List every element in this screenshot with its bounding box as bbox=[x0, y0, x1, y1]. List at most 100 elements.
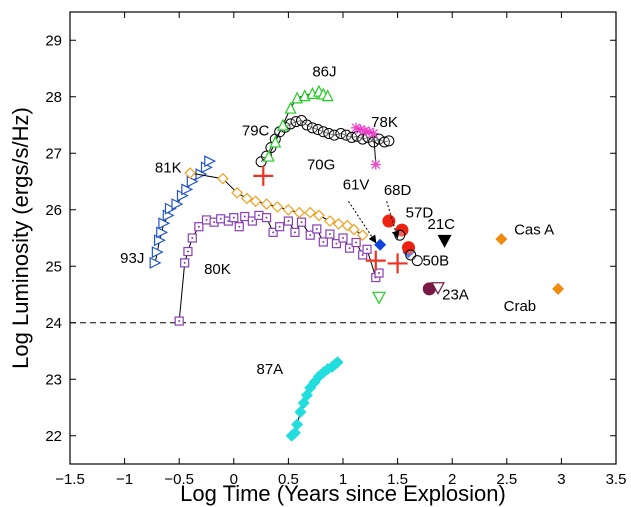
y-tick-label: 26 bbox=[45, 202, 62, 219]
y-tick-label: 22 bbox=[45, 428, 62, 445]
data-point bbox=[293, 206, 306, 219]
data-point bbox=[430, 282, 446, 295]
series-23a-limit bbox=[430, 282, 446, 295]
data-point bbox=[372, 291, 387, 305]
data-point bbox=[359, 125, 370, 136]
series-70g bbox=[253, 165, 408, 274]
data-point bbox=[374, 268, 384, 278]
y-tick-label: 25 bbox=[45, 258, 62, 275]
data-point bbox=[183, 246, 193, 257]
x-tick-label: 0.5 bbox=[278, 471, 299, 488]
data-point bbox=[164, 202, 177, 215]
series-crab bbox=[552, 282, 565, 295]
data-point bbox=[331, 239, 342, 249]
y-axis-title: Log Luminosity (ergs/s/Hz) bbox=[8, 107, 33, 369]
data-point bbox=[288, 426, 301, 439]
series-87a bbox=[285, 356, 344, 442]
data-point bbox=[344, 243, 355, 253]
data-point bbox=[269, 135, 282, 148]
data-point bbox=[495, 233, 508, 246]
data-point bbox=[328, 129, 340, 141]
data-point bbox=[171, 198, 184, 211]
annotation-label: 57D bbox=[406, 205, 434, 222]
data-point bbox=[331, 356, 344, 369]
x-tick-label: 3 bbox=[557, 471, 565, 488]
data-point bbox=[370, 159, 381, 170]
data-point bbox=[216, 214, 226, 224]
data-point bbox=[394, 229, 406, 241]
annotation-label: 78K bbox=[371, 114, 398, 131]
data-point bbox=[351, 122, 362, 133]
data-point bbox=[356, 229, 369, 242]
data-point bbox=[422, 282, 436, 296]
data-point bbox=[362, 244, 372, 254]
y-tick-label: 27 bbox=[45, 145, 62, 162]
series-green-limit bbox=[372, 291, 387, 305]
data-point bbox=[340, 129, 352, 141]
data-point bbox=[240, 211, 250, 222]
x-tick-label: 3.5 bbox=[606, 471, 627, 488]
data-point bbox=[351, 130, 363, 142]
x-tick-label: −1.5 bbox=[55, 471, 85, 488]
data-point bbox=[411, 255, 423, 267]
annotation-label: 21C bbox=[428, 216, 456, 233]
data-point bbox=[151, 246, 164, 259]
data-point bbox=[262, 149, 275, 162]
data-point bbox=[260, 198, 273, 210]
series-81k bbox=[184, 167, 369, 242]
y-tick-label: 24 bbox=[45, 315, 62, 332]
data-point bbox=[249, 195, 262, 208]
data-point bbox=[156, 226, 169, 239]
data-point bbox=[184, 167, 196, 179]
data-point bbox=[247, 216, 257, 226]
annotation-label: 81K bbox=[155, 159, 182, 176]
data-point bbox=[285, 118, 297, 130]
data-point bbox=[312, 224, 322, 234]
data-point bbox=[194, 222, 204, 232]
data-point bbox=[318, 237, 328, 247]
data-point bbox=[552, 282, 565, 295]
data-point bbox=[437, 234, 452, 248]
series-79c bbox=[255, 114, 395, 168]
data-point bbox=[301, 119, 313, 131]
data-point bbox=[284, 101, 297, 114]
data-point bbox=[204, 155, 217, 168]
plot-frame bbox=[69, 11, 617, 465]
annotation-arrow bbox=[348, 200, 377, 244]
data-point bbox=[290, 227, 300, 237]
data-point bbox=[283, 216, 293, 226]
x-tick-label: 2.5 bbox=[496, 471, 517, 488]
data-point bbox=[186, 175, 199, 188]
data-point bbox=[296, 217, 307, 227]
data-point bbox=[180, 258, 190, 268]
data-point bbox=[275, 222, 285, 232]
data-point bbox=[321, 89, 334, 102]
data-point bbox=[351, 237, 361, 248]
x-axis-title: Log Time (Years since Explosion) bbox=[180, 481, 506, 506]
y-tick-label: 29 bbox=[45, 32, 62, 49]
data-point bbox=[304, 206, 317, 219]
x-tick-label: −1 bbox=[116, 471, 133, 488]
data-point bbox=[294, 406, 307, 419]
data-point bbox=[229, 213, 239, 223]
x-tick-label: 1.5 bbox=[387, 471, 408, 488]
series-cas-a bbox=[495, 233, 508, 246]
series-78k bbox=[351, 122, 381, 170]
data-point bbox=[348, 223, 360, 236]
series-80k bbox=[174, 210, 384, 326]
x-tick-label: −0.5 bbox=[164, 471, 194, 488]
data-point bbox=[174, 316, 184, 326]
data-point bbox=[158, 217, 171, 230]
data-point bbox=[364, 126, 375, 137]
data-point bbox=[338, 233, 348, 243]
y-tick-label: 28 bbox=[45, 89, 62, 106]
annotation-label: 70G bbox=[307, 157, 335, 174]
data-point bbox=[153, 234, 166, 247]
data-point bbox=[261, 213, 272, 223]
data-point bbox=[365, 250, 386, 271]
annotation-label: 68D bbox=[384, 182, 412, 199]
data-point bbox=[234, 222, 244, 232]
y-tick-label: 23 bbox=[45, 371, 62, 388]
annotation-label: 86J bbox=[312, 63, 336, 80]
